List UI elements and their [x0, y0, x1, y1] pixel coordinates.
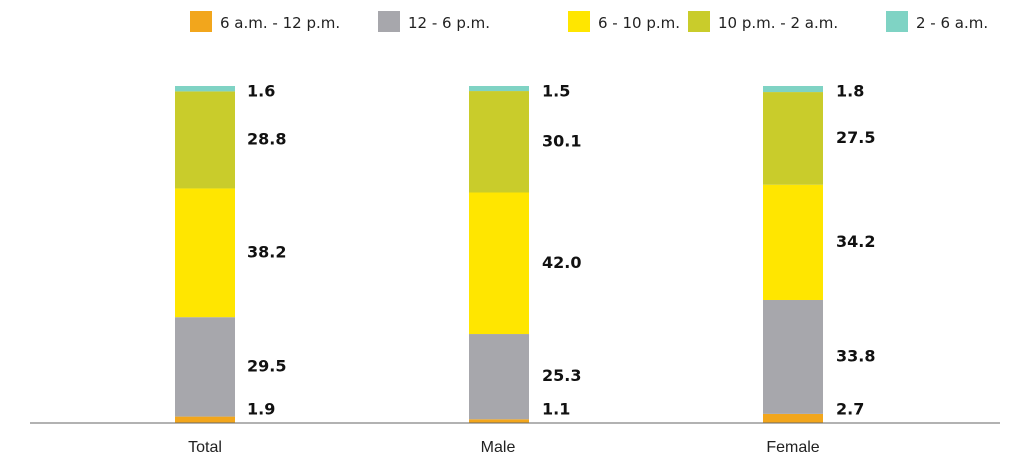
bar-segment — [469, 91, 529, 193]
legend-swatch — [190, 11, 212, 32]
bar-segment — [175, 317, 235, 417]
category-label: Total — [188, 439, 222, 456]
bar-segment — [175, 86, 235, 92]
bar-segment — [763, 299, 823, 414]
bar-segment — [763, 184, 823, 300]
data-label: 28.8 — [247, 129, 286, 148]
bar-segment — [175, 188, 235, 318]
legend-label: 10 p.m. - 2 a.m. — [718, 14, 838, 32]
bars — [175, 86, 823, 423]
bar-segment — [469, 192, 529, 335]
data-label: 1.5 — [542, 82, 570, 101]
legend-label: 2 - 6 a.m. — [916, 14, 988, 32]
data-label: 38.2 — [247, 242, 286, 261]
bar-segment — [763, 86, 823, 93]
bar-segment — [469, 86, 529, 92]
bar-segment — [175, 91, 235, 189]
data-label: 27.5 — [836, 128, 875, 147]
legend-label: 6 a.m. - 12 p.m. — [220, 14, 340, 32]
legend-swatch — [568, 11, 590, 32]
data-label: 25.3 — [542, 366, 581, 385]
category-label: Female — [766, 439, 819, 456]
data-label: 34.2 — [836, 232, 875, 251]
bar-segment — [763, 92, 823, 185]
bar-segment — [469, 419, 529, 423]
bar-segment — [763, 413, 823, 423]
bar-segment — [175, 416, 235, 423]
data-label: 1.6 — [247, 82, 275, 101]
data-label: 1.1 — [542, 400, 570, 419]
data-label: 42.0 — [542, 253, 581, 272]
legend-swatch — [378, 11, 400, 32]
data-label: 1.8 — [836, 82, 864, 101]
data-label: 1.9 — [247, 400, 275, 419]
data-label: 2.7 — [836, 400, 864, 419]
category-labels: Total Male Female — [188, 439, 820, 456]
legend-label: 12 - 6 p.m. — [408, 14, 490, 32]
data-label: 30.1 — [542, 131, 581, 150]
bar-segment — [469, 334, 529, 420]
data-label: 33.8 — [836, 346, 875, 365]
data-labels: 1.9 29.5 38.2 28.8 1.6 1.1 25.3 42.0 30.1 1.5 2.7 3… — [247, 82, 875, 419]
legend: 6 a.m. - 12 p.m. 12 - 6 p.m. 6 - 10 p.m. 10… — [190, 11, 988, 32]
legend-label: 6 - 10 p.m. — [598, 14, 680, 32]
legend-swatch — [886, 11, 908, 32]
category-label: Male — [481, 439, 516, 456]
data-label: 29.5 — [247, 356, 286, 375]
legend-swatch — [688, 11, 710, 32]
